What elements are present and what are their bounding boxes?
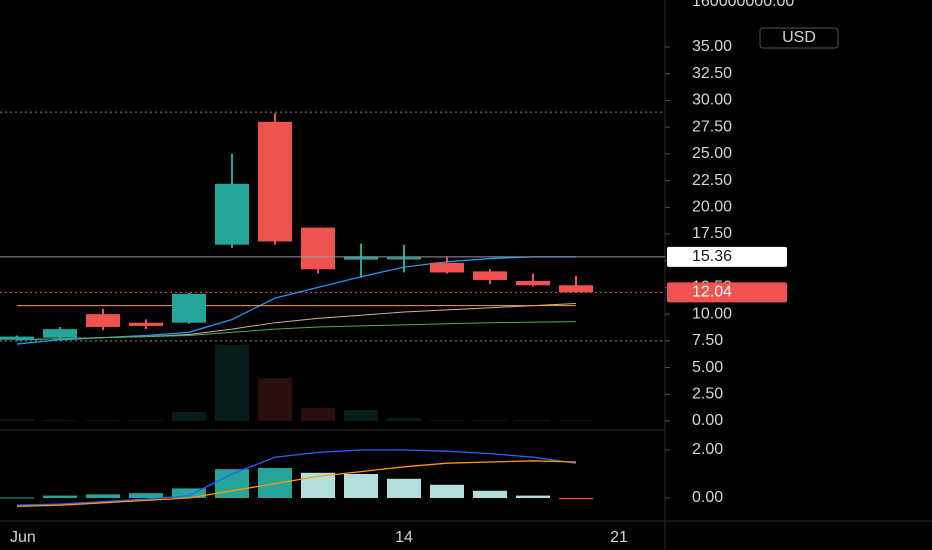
candle-body xyxy=(516,281,550,286)
volume-axis-label: 160000000.00 xyxy=(692,0,794,10)
y-tick-label: 2.50 xyxy=(692,386,723,403)
macd-histogram-bar xyxy=(430,484,464,498)
volume-bar xyxy=(516,420,550,421)
y-tick-label: 27.50 xyxy=(692,118,732,135)
macd-histogram-bar xyxy=(86,494,120,498)
y-tick-label: 25.00 xyxy=(692,145,732,162)
volume-bar xyxy=(258,378,292,421)
candle-body xyxy=(473,271,507,280)
currency-box[interactable] xyxy=(759,27,839,49)
candle-body xyxy=(430,262,464,273)
candle-body xyxy=(301,227,335,270)
volume-bar xyxy=(215,345,249,421)
volume-bar xyxy=(387,418,421,421)
candle-body xyxy=(129,322,163,326)
last-price-label: 15.36 xyxy=(692,248,732,265)
y-tick-label: 0.00 xyxy=(692,412,723,429)
y-tick-label: 5.00 xyxy=(692,359,723,376)
volume-bar xyxy=(430,420,464,421)
macd-histogram-bar xyxy=(0,497,34,499)
macd-histogram-bar xyxy=(559,498,593,500)
volume-bar xyxy=(301,408,335,421)
macd-histogram-bar xyxy=(387,478,421,498)
candle-body xyxy=(172,293,206,323)
volume-bar xyxy=(0,419,34,421)
macd-tick-label: 2.00 xyxy=(692,441,723,458)
x-tick-label: 21 xyxy=(610,529,628,546)
y-tick-label: 10.00 xyxy=(692,305,732,322)
y-tick-label: 17.50 xyxy=(692,225,732,242)
macd-histogram-bar xyxy=(129,493,163,498)
volume-bar xyxy=(129,420,163,421)
current-price-box xyxy=(667,282,787,303)
candle-body xyxy=(86,314,120,327)
y-tick-label: 20.00 xyxy=(692,199,732,216)
y-tick-label: 22.50 xyxy=(692,172,732,189)
macd-histogram-bar xyxy=(473,490,507,498)
current-price-label: 12.04 xyxy=(692,284,732,301)
y-tick-label: 35.00 xyxy=(692,38,732,55)
x-tick-label: 14 xyxy=(395,529,413,546)
volume-bar xyxy=(172,412,206,421)
y-tick-label: 7.50 xyxy=(692,332,723,349)
signal-line xyxy=(16,460,577,508)
candle-body xyxy=(258,121,292,242)
macd-line xyxy=(16,449,577,506)
volume-bar xyxy=(559,420,593,421)
last-price-box xyxy=(667,246,787,267)
x-tick-label: Jun xyxy=(10,529,36,546)
moving-average xyxy=(16,321,577,341)
currency[interactable]: USD xyxy=(782,29,816,46)
volume-bar xyxy=(473,420,507,421)
candle-body xyxy=(215,183,249,245)
candle-body xyxy=(344,256,378,260)
candle-body xyxy=(43,329,77,338)
macd-tick-label: 0.00 xyxy=(692,489,723,506)
macd-histogram-bar xyxy=(43,495,77,498)
candle-body xyxy=(387,257,421,260)
candle-body xyxy=(559,285,593,293)
candle-body xyxy=(0,336,34,340)
volume-bar xyxy=(86,420,120,421)
macd-histogram-bar xyxy=(516,495,550,498)
moving-average xyxy=(16,256,576,345)
volume-bar xyxy=(43,420,77,421)
volume-bar xyxy=(344,410,378,421)
macd-histogram-bar xyxy=(172,488,206,498)
macd-histogram-bar xyxy=(344,474,378,498)
y-tick-label: 32.50 xyxy=(692,65,732,82)
y-tick-label: 30.00 xyxy=(692,92,732,109)
